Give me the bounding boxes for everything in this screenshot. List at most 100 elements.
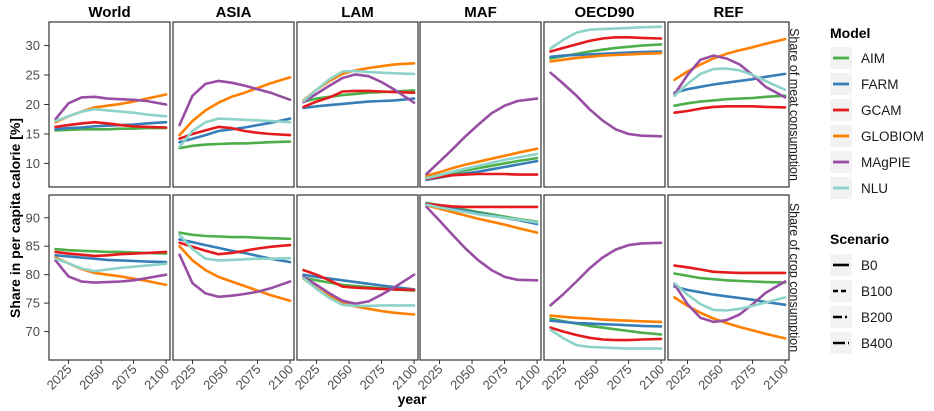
series-line-nlu <box>549 328 663 350</box>
panel-title: REF <box>714 4 744 21</box>
series-line-magpie <box>178 79 292 127</box>
series-line-nlu <box>178 233 292 262</box>
series-line-nlu <box>549 25 663 50</box>
chart-legend: Model AIM FARM GCAM GLOBIOM MAgPIE NLU Scenario… <box>830 25 924 354</box>
series-line-magpie <box>673 54 787 99</box>
x-tick-label: 2100 <box>141 362 172 393</box>
x-tick-label: 2100 <box>636 362 667 393</box>
series-line-globiom <box>178 76 292 137</box>
y-tick-label: 85 <box>26 239 40 254</box>
panel-border <box>419 194 542 361</box>
series-line-farm <box>302 97 416 110</box>
series-line-farm <box>549 319 663 328</box>
y-tick-label: 90 <box>26 210 40 225</box>
x-tick-label: 2075 <box>109 362 140 393</box>
series-line-farm <box>549 50 663 59</box>
legend-label: FARM <box>861 77 899 92</box>
series-line-nlu <box>178 117 292 149</box>
series-line-globiom <box>178 244 292 303</box>
y-tick-label: 70 <box>26 324 40 339</box>
x-tick-label: 2025 <box>44 362 75 393</box>
series-line-nlu <box>54 257 168 273</box>
series-line-nlu <box>425 152 539 180</box>
y-tick-label: 30 <box>26 38 40 53</box>
series-line-gcam <box>549 35 663 53</box>
x-tick-label: 2075 <box>728 362 759 393</box>
legend-label: GLOBIOM <box>861 129 924 144</box>
x-tick-label: 2050 <box>200 362 231 393</box>
series-line-magpie <box>302 273 416 306</box>
x-tick-label: 2075 <box>604 362 635 393</box>
x-tick-label: 2050 <box>571 362 602 393</box>
legend-scenario-title: Scenario <box>830 231 889 247</box>
series-line-nlu <box>673 281 787 312</box>
panel-border <box>48 194 171 361</box>
x-tick-label: 2050 <box>695 362 726 393</box>
y-tick-label: 25 <box>26 68 40 83</box>
panel-background <box>297 22 418 187</box>
series-line-gcam <box>673 105 787 114</box>
legend-label: B0 <box>861 258 878 273</box>
series-line-globiom <box>549 51 663 63</box>
series-line-magpie <box>54 259 168 284</box>
legend-label: AIM <box>861 51 885 66</box>
panel-border <box>296 21 419 188</box>
y-tick-label: 10 <box>26 156 40 171</box>
series-line-magpie <box>549 241 663 307</box>
x-tick-label: 2100 <box>389 362 420 393</box>
panel-border <box>667 21 790 188</box>
panel-background <box>668 195 789 360</box>
series-line-magpie <box>549 71 663 138</box>
legend-label: B400 <box>861 336 893 351</box>
x-tick-label: 2100 <box>512 362 543 393</box>
series-line-nlu <box>302 69 416 103</box>
series-line-magpie <box>673 280 787 324</box>
series-line-gcam <box>178 125 292 140</box>
x-tick-label: 2050 <box>324 362 355 393</box>
y-tick-label: 75 <box>26 296 40 311</box>
series-line-aim <box>673 94 787 107</box>
legend-label: B200 <box>861 310 893 325</box>
series-line-gcam <box>178 241 292 256</box>
x-tick-label: 2025 <box>539 362 570 393</box>
panel-border <box>296 194 419 361</box>
series-line-magpie <box>302 73 416 104</box>
x-tick-label: 2050 <box>447 362 478 393</box>
x-axis-label: year <box>398 391 427 407</box>
panel-title: OECD90 <box>574 4 634 21</box>
panel-border <box>543 21 666 188</box>
series-line-gcam <box>302 89 416 109</box>
row-strip-label: Share of crop consumption <box>787 203 801 352</box>
panel-title: LAM <box>341 4 374 21</box>
y-tick-label: 80 <box>26 267 40 282</box>
series-line-nlu <box>425 203 539 224</box>
series-line-gcam <box>425 172 539 181</box>
panel-title: ASIA <box>216 4 252 21</box>
panel-title: MAF <box>464 4 497 21</box>
panel-border <box>48 21 171 188</box>
x-tick-label: 2075 <box>480 362 511 393</box>
series-line-aim <box>673 272 787 284</box>
panel-background <box>173 195 294 360</box>
legend-label: B100 <box>861 284 893 299</box>
series-line-farm <box>54 120 168 131</box>
series-line-magpie <box>54 95 168 121</box>
panel-border <box>172 21 295 188</box>
x-tick-label: 2100 <box>265 362 296 393</box>
panel-border <box>667 194 790 361</box>
series-line-magpie <box>425 205 539 282</box>
y-tick-label: 20 <box>26 97 40 112</box>
series-line-globiom <box>425 203 539 234</box>
panel-background <box>544 195 665 360</box>
panel-border <box>543 194 666 361</box>
series-line-nlu <box>302 276 416 308</box>
series-line-magpie <box>178 253 292 299</box>
series-line-aim <box>54 126 168 132</box>
panel-border <box>172 194 295 361</box>
series-line-aim <box>178 140 292 150</box>
legend-label: GCAM <box>861 103 902 118</box>
series-line-farm <box>54 254 168 264</box>
x-tick-label: 2050 <box>76 362 107 393</box>
